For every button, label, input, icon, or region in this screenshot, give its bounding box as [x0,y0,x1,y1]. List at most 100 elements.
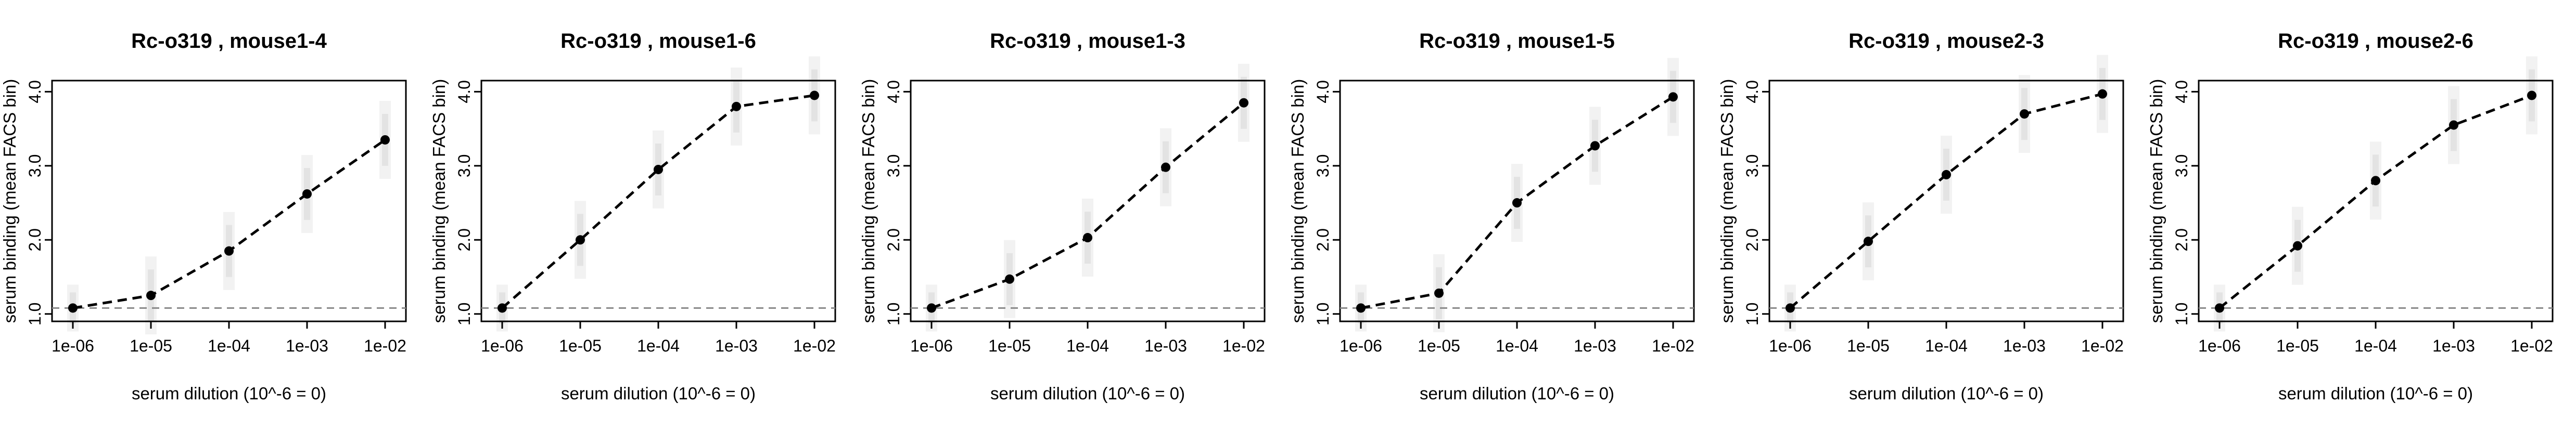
x-tick-label: 1e-02 [364,336,406,355]
x-tick-label: 1e-05 [130,336,172,355]
x-tick-label: 1e-06 [2198,336,2241,355]
data-point [2020,109,2029,119]
x-tick-label: 1e-04 [1496,336,1538,355]
data-point [2527,90,2536,100]
data-point [1864,237,1873,246]
x-tick-label: 1e-04 [208,336,250,355]
chart-svg: Rc-o319 , mouse2-6 1.0 2.0 3.0 4.0 1e-06 1e-05… [2147,30,2554,403]
y-axis-title: serum binding (mean FACS bin) [1717,79,1737,323]
y-tick-label: 3.0 [1743,154,1762,177]
x-tick-label: 1e-02 [1652,336,1694,355]
y-tick-label: 4.0 [455,80,474,103]
y-tick-label: 3.0 [2172,154,2191,177]
chart-svg: Rc-o319 , mouse2-3 1.0 2.0 3.0 4.0 1e-06 1e-05… [1717,30,2124,403]
data-point [1512,198,1522,208]
chart-svg: Rc-o319 , mouse1-3 1.0 2.0 3.0 4.0 1e-06 1e-05… [859,30,1266,403]
y-tick-label: 3.0 [884,154,903,177]
data-point [1590,141,1600,151]
data-point [2293,241,2302,251]
data-point [1005,274,1014,284]
x-tick-label: 1e-06 [52,336,94,355]
x-tick-label: 1e-03 [1574,336,1616,355]
y-tick-label: 4.0 [2172,80,2191,103]
y-tick-label: 3.0 [25,154,44,177]
y-tick-label: 1.0 [2172,303,2191,326]
chart-title: Rc-o319 , mouse2-6 [2278,30,2473,53]
y-axis-title: serum binding (mean FACS bin) [2147,79,2166,323]
y-tick-label: 2.0 [1743,228,1762,251]
data-point [498,303,507,313]
y-tick-label: 1.0 [1743,303,1762,326]
data-point [302,189,312,199]
chart-panel: Rc-o319 , mouse1-5 1.0 2.0 3.0 4.0 1e-06 1e-05… [1288,0,1717,429]
x-axis-title: serum dilution (10^-6 = 0) [990,384,1185,403]
data-point [1434,288,1444,298]
x-tick-label: 1e-02 [2510,336,2553,355]
data-point [224,246,234,256]
x-tick-label: 1e-05 [988,336,1031,355]
y-tick-label: 4.0 [884,80,903,103]
data-point [576,235,585,245]
x-tick-label: 1e-02 [1222,336,1265,355]
data-point [810,90,819,100]
x-tick-label: 1e-04 [1066,336,1109,355]
x-tick-label: 1e-06 [1769,336,1812,355]
x-tick-label: 1e-03 [1144,336,1187,355]
y-axis-title: serum binding (mean FACS bin) [1288,79,1307,323]
y-tick-label: 2.0 [25,228,44,251]
data-point [1786,303,1795,313]
x-tick-label: 1e-02 [2081,336,2124,355]
data-point [68,303,78,313]
y-tick-label: 3.0 [1313,154,1332,177]
y-tick-label: 4.0 [25,80,44,103]
x-tick-label: 1e-06 [910,336,953,355]
y-axis-title: serum binding (mean FACS bin) [859,79,878,323]
y-tick-label: 1.0 [884,303,903,326]
x-tick-label: 1e-05 [559,336,602,355]
data-point [1668,92,1678,102]
y-tick-label: 2.0 [1313,228,1332,251]
y-tick-label: 3.0 [455,154,474,177]
data-point [927,303,936,313]
data-point [2098,89,2107,99]
data-point [1239,98,1248,108]
x-axis-title: serum dilution (10^-6 = 0) [132,384,326,403]
y-tick-label: 2.0 [2172,228,2191,251]
data-point [732,101,741,111]
data-point [2215,303,2224,313]
x-tick-label: 1e-04 [637,336,680,355]
x-axis-title: serum dilution (10^-6 = 0) [1420,384,1614,403]
chart-panel: Rc-o319 , mouse2-6 1.0 2.0 3.0 4.0 1e-06 1e-05… [2147,0,2576,429]
data-point [654,164,663,174]
data-point [1161,162,1170,172]
chart-title: Rc-o319 , mouse2-3 [1848,30,2044,53]
x-tick-label: 1e-06 [481,336,524,355]
chart-panel: Rc-o319 , mouse2-3 1.0 2.0 3.0 4.0 1e-06 1e-05… [1717,0,2147,429]
x-tick-label: 1e-05 [1847,336,1890,355]
y-tick-label: 1.0 [25,303,44,326]
x-tick-label: 1e-03 [2432,336,2475,355]
series-line [501,94,815,309]
chart-title: Rc-o319 , mouse1-6 [560,30,756,53]
data-point [1083,233,1092,243]
x-tick-label: 1e-03 [2003,336,2046,355]
chart-title: Rc-o319 , mouse1-3 [990,30,1185,53]
y-axis-title: serum binding (mean FACS bin) [0,79,19,323]
data-point [380,135,390,145]
x-axis-title: serum dilution (10^-6 = 0) [1849,384,2044,403]
chart-title: Rc-o319 , mouse1-5 [1419,30,1615,53]
x-tick-label: 1e-03 [286,336,328,355]
data-point [2449,120,2458,130]
data-point [146,291,156,301]
chart-svg: Rc-o319 , mouse1-5 1.0 2.0 3.0 4.0 1e-06 1e-05… [1288,30,1695,403]
x-tick-label: 1e-04 [1925,336,1968,355]
x-tick-label: 1e-06 [1340,336,1382,355]
x-axis-title: serum dilution (10^-6 = 0) [2278,384,2473,403]
y-tick-label: 2.0 [455,228,474,251]
y-tick-label: 1.0 [1313,303,1332,326]
chart-title: Rc-o319 , mouse1-4 [131,30,327,53]
x-tick-label: 1e-05 [2276,336,2319,355]
y-tick-label: 2.0 [884,228,903,251]
y-tick-label: 1.0 [455,303,474,326]
